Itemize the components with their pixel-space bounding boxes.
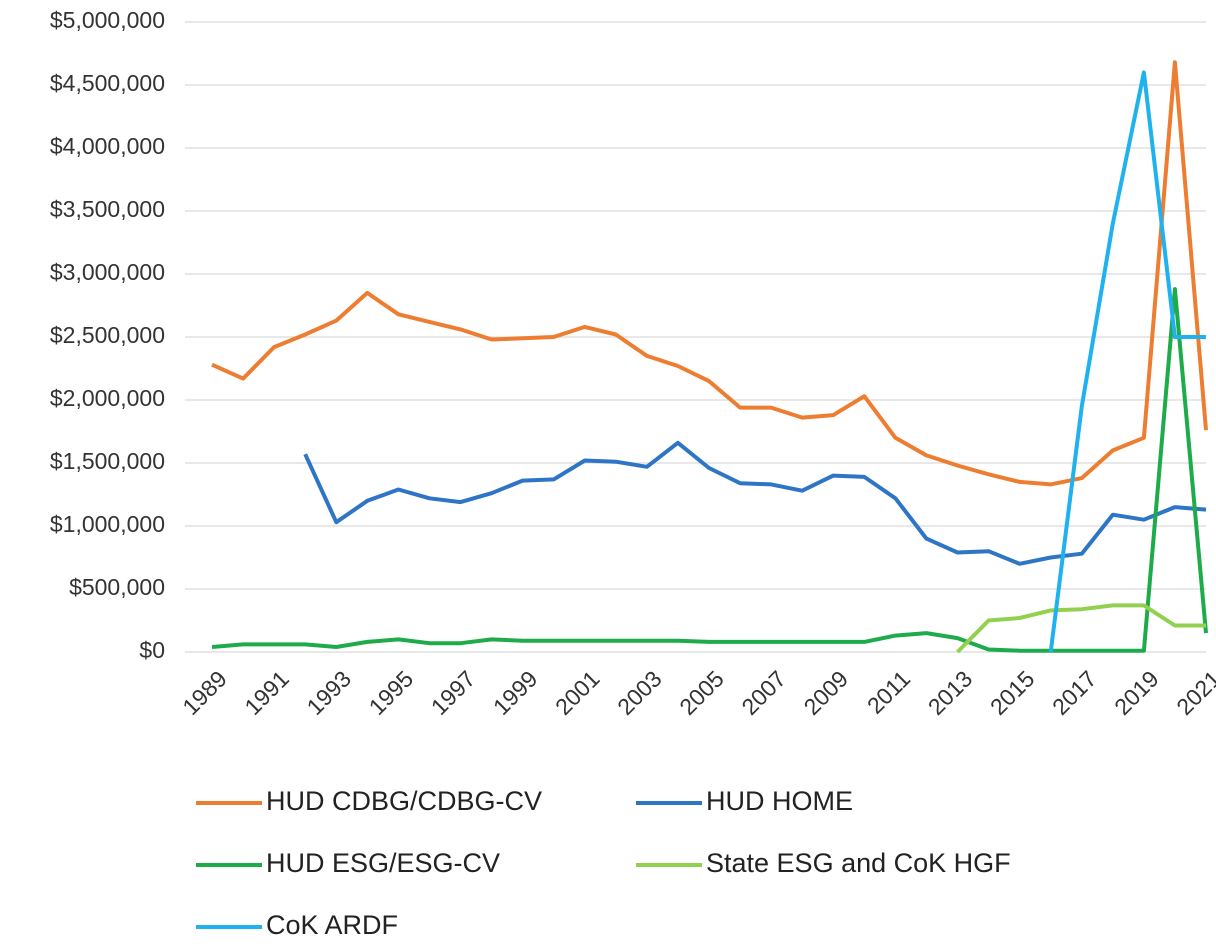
series-line [1048, 70, 1206, 653]
x-tick-label: 1989 [177, 665, 232, 720]
x-tick-label: 2011 [862, 665, 915, 718]
series-line [211, 60, 1208, 487]
x-tick-label: 2017 [1047, 665, 1102, 720]
x-tick-label: 2013 [923, 665, 978, 720]
x-tick-label: 1997 [426, 665, 481, 720]
series-line [956, 603, 1206, 654]
y-tick-label: $2,000,000 [50, 385, 165, 411]
y-tick-label: $2,500,000 [50, 322, 165, 348]
series-line [211, 287, 1208, 653]
y-tick-label: $1,500,000 [50, 448, 165, 474]
y-tick-label: $3,500,000 [50, 196, 165, 222]
x-tick-label: 2015 [985, 665, 1040, 720]
y-tick-label: $500,000 [69, 574, 165, 600]
x-tick-label: 1995 [364, 665, 419, 720]
legend-label: CoK ARDF [266, 910, 398, 940]
x-tick-label: 2021 [1171, 665, 1216, 720]
x-tick-label: 1993 [302, 665, 357, 720]
series-line [303, 440, 1207, 566]
x-tick-label: 1999 [488, 665, 543, 720]
y-tick-label: $3,000,000 [50, 259, 165, 285]
y-tick-label: $1,000,000 [50, 511, 165, 537]
y-tick-label: $0 [139, 637, 165, 663]
x-tick-label: 2009 [799, 665, 854, 720]
x-tick-label: 2003 [612, 665, 667, 720]
legend-label: HUD ESG/ESG-CV [266, 848, 500, 878]
y-tick-label: $4,000,000 [50, 133, 165, 159]
x-tick-label: 2001 [550, 665, 605, 720]
legend-label: HUD HOME [706, 786, 853, 816]
x-tick-label: 2019 [1109, 665, 1164, 720]
y-tick-label: $4,500,000 [50, 70, 165, 96]
x-tick-label: 2007 [736, 665, 791, 720]
y-tick-label: $5,000,000 [50, 7, 165, 33]
legend-label: HUD CDBG/CDBG-CV [266, 786, 542, 816]
legend-label: State ESG and CoK HGF [706, 848, 1011, 878]
x-tick-label: 1991 [239, 665, 294, 720]
x-tick-label: 2005 [674, 665, 729, 720]
